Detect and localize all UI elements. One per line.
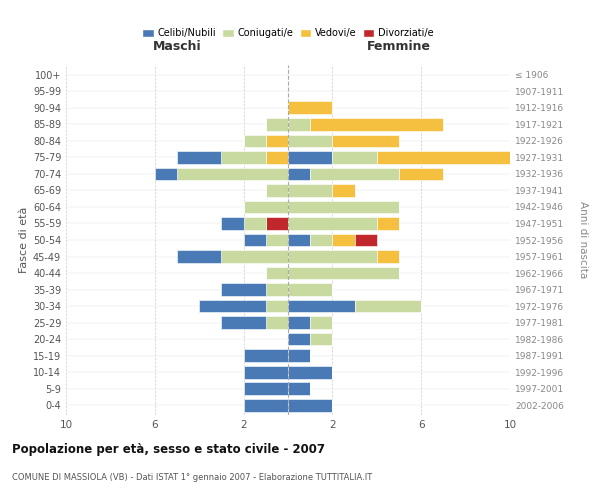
Bar — [266, 234, 288, 246]
Bar — [288, 168, 310, 180]
Bar — [221, 217, 244, 230]
Bar — [266, 151, 288, 164]
Bar — [288, 200, 399, 213]
Bar — [266, 316, 288, 329]
Y-axis label: Fasce di età: Fasce di età — [19, 207, 29, 273]
Bar — [288, 234, 310, 246]
Y-axis label: Anni di nascita: Anni di nascita — [578, 202, 588, 278]
Bar — [155, 168, 177, 180]
Bar — [288, 382, 310, 395]
Bar — [377, 217, 399, 230]
Legend: Celibi/Nubili, Coniugati/e, Vedovi/e, Divorziati/e: Celibi/Nubili, Coniugati/e, Vedovi/e, Di… — [139, 24, 437, 42]
Bar — [221, 316, 266, 329]
Bar — [332, 134, 399, 147]
Bar — [288, 118, 310, 131]
Bar — [288, 250, 377, 263]
Bar — [399, 168, 443, 180]
Bar — [288, 134, 332, 147]
Bar — [177, 151, 221, 164]
Bar — [288, 283, 332, 296]
Bar — [288, 266, 399, 280]
Bar — [288, 151, 332, 164]
Bar — [310, 332, 332, 345]
Bar — [332, 151, 377, 164]
Bar — [266, 300, 288, 312]
Bar — [199, 300, 266, 312]
Bar — [355, 234, 377, 246]
Bar — [310, 118, 443, 131]
Bar — [266, 184, 288, 197]
Bar — [288, 316, 310, 329]
Bar — [310, 316, 332, 329]
Bar — [244, 134, 266, 147]
Text: COMUNE DI MASSIOLA (VB) - Dati ISTAT 1° gennaio 2007 - Elaborazione TUTTITALIA.I: COMUNE DI MASSIOLA (VB) - Dati ISTAT 1° … — [12, 472, 372, 482]
Bar — [288, 398, 332, 411]
Bar — [244, 382, 288, 395]
Bar — [244, 217, 266, 230]
Bar — [221, 250, 288, 263]
Bar — [244, 349, 288, 362]
Bar — [377, 250, 399, 263]
Bar — [244, 234, 266, 246]
Bar — [177, 250, 221, 263]
Bar — [221, 283, 266, 296]
Bar — [288, 349, 310, 362]
Bar — [177, 168, 288, 180]
Bar — [288, 184, 332, 197]
Bar — [355, 300, 421, 312]
Bar — [244, 366, 288, 378]
Text: Popolazione per età, sesso e stato civile - 2007: Popolazione per età, sesso e stato civil… — [12, 442, 325, 456]
Bar — [266, 118, 288, 131]
Bar — [266, 283, 288, 296]
Bar — [221, 151, 266, 164]
Bar — [310, 168, 399, 180]
Bar — [332, 234, 355, 246]
Bar — [288, 300, 355, 312]
Bar — [266, 217, 288, 230]
Bar — [288, 366, 332, 378]
Bar — [288, 332, 310, 345]
Bar — [266, 134, 288, 147]
Bar — [266, 266, 288, 280]
Text: Femmine: Femmine — [367, 40, 431, 54]
Bar — [310, 234, 332, 246]
Bar — [332, 184, 355, 197]
Text: Maschi: Maschi — [152, 40, 202, 54]
Bar — [288, 102, 332, 114]
Bar — [244, 200, 288, 213]
Bar — [288, 217, 377, 230]
Bar — [244, 398, 288, 411]
Bar — [377, 151, 510, 164]
